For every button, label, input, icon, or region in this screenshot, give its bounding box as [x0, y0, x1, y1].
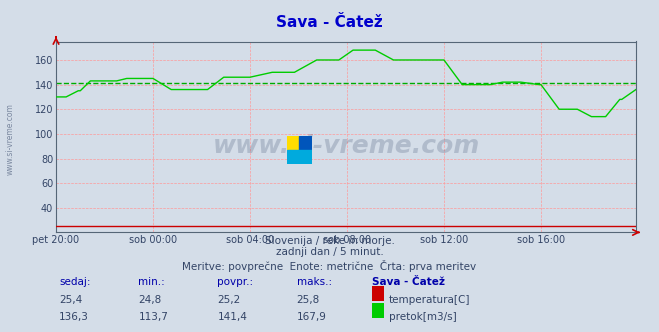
Text: 25,8: 25,8 [297, 295, 320, 305]
Text: pretok[m3/s]: pretok[m3/s] [389, 312, 457, 322]
Text: Sava - Čatež: Sava - Čatež [276, 15, 383, 30]
Text: maks.:: maks.: [297, 277, 331, 287]
Text: Sava - Čatež: Sava - Čatež [372, 277, 445, 287]
Text: 25,2: 25,2 [217, 295, 241, 305]
Bar [287, 150, 312, 164]
Text: www.si-vreme.com: www.si-vreme.com [212, 134, 480, 158]
Text: www.si-vreme.com: www.si-vreme.com [5, 104, 14, 175]
Bar [299, 136, 312, 150]
Text: 167,9: 167,9 [297, 312, 326, 322]
Text: min.:: min.: [138, 277, 165, 287]
Text: Meritve: povprečne  Enote: metrične  Črta: prva meritev: Meritve: povprečne Enote: metrične Črta:… [183, 260, 476, 272]
Text: temperatura[C]: temperatura[C] [389, 295, 471, 305]
Text: sedaj:: sedaj: [59, 277, 91, 287]
Text: 24,8: 24,8 [138, 295, 161, 305]
Text: Slovenija / reke in morje.: Slovenija / reke in morje. [264, 236, 395, 246]
Bar [287, 136, 299, 150]
Text: 25,4: 25,4 [59, 295, 82, 305]
Text: 113,7: 113,7 [138, 312, 168, 322]
Text: 141,4: 141,4 [217, 312, 247, 322]
Text: povpr.:: povpr.: [217, 277, 254, 287]
Text: zadnji dan / 5 minut.: zadnji dan / 5 minut. [275, 247, 384, 257]
Text: 136,3: 136,3 [59, 312, 89, 322]
